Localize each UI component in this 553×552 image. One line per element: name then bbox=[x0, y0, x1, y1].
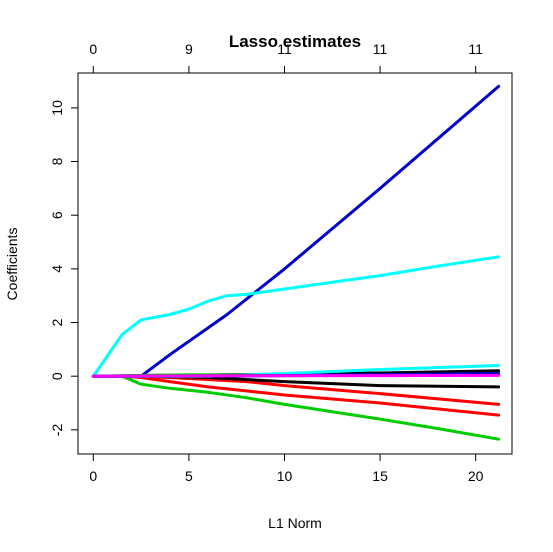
y-tick-label: 10 bbox=[49, 100, 65, 116]
y-tick-label: 8 bbox=[49, 157, 65, 165]
coefficient-path-1 bbox=[91, 84, 501, 378]
y-tick-label: 4 bbox=[49, 265, 65, 273]
y-tick-label: 6 bbox=[49, 211, 65, 219]
coefficient-path-2 bbox=[91, 255, 501, 378]
y-tick-label: -2 bbox=[49, 423, 65, 436]
y-tick-label: 2 bbox=[49, 318, 65, 326]
x-tick-label: 20 bbox=[468, 468, 484, 484]
top-tick-label: 11 bbox=[468, 41, 483, 57]
plot-box bbox=[77, 72, 513, 455]
coefficient-path-3 bbox=[91, 374, 501, 441]
x-tick-label: 5 bbox=[185, 468, 193, 484]
top-tick-label: 11 bbox=[373, 41, 388, 57]
x-axis-title: L1 Norm bbox=[268, 515, 322, 531]
top-tick-label: 11 bbox=[277, 41, 292, 57]
coefficient-path-11 bbox=[91, 373, 501, 378]
x-tick-label: 15 bbox=[372, 468, 388, 484]
top-tick-label: 0 bbox=[89, 41, 97, 57]
axes: 0 5 10 15 20 0 9 11 11 11 -2 0 2 4 6 8 10 bbox=[49, 41, 484, 484]
y-tick-label: 0 bbox=[49, 372, 65, 380]
top-tick-label: 9 bbox=[185, 41, 193, 57]
chart-title: Lasso estimates bbox=[229, 32, 361, 51]
x-tick-label: 0 bbox=[89, 468, 97, 484]
y-axis-title: Coefficients bbox=[4, 228, 20, 301]
series-lines bbox=[91, 84, 501, 441]
x-tick-label: 10 bbox=[277, 468, 293, 484]
